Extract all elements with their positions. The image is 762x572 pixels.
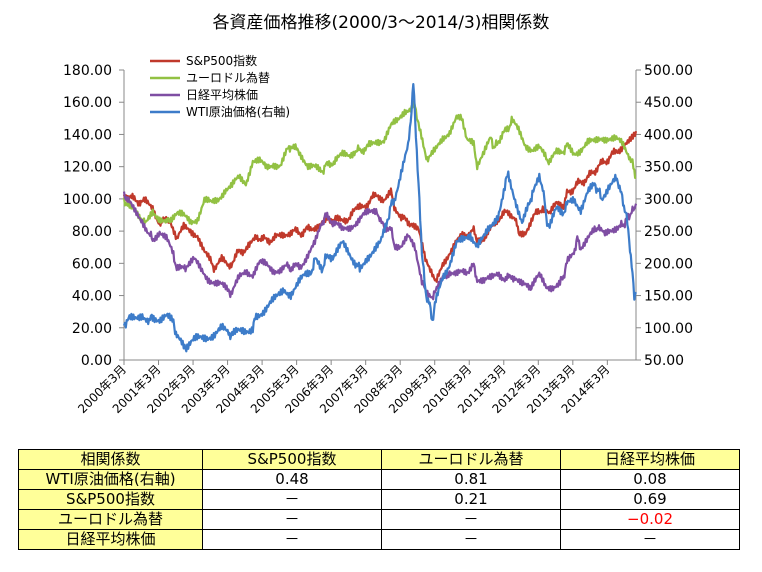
row-label: S&P500指数: [18, 489, 203, 510]
table-cell-negative: −0.02: [560, 509, 740, 530]
y-tick-label-left: 180.00: [63, 63, 112, 79]
table-cell: 0.81: [381, 469, 561, 490]
table-cell: －: [560, 529, 740, 550]
legend-label: ユーロドル為替: [186, 71, 270, 85]
table-cell: 0.48: [202, 469, 382, 490]
series-line: [122, 82, 637, 353]
series-layer: [122, 82, 638, 353]
y-tick-label-right: 500.00: [644, 63, 693, 79]
y-tick-label-left: 20.00: [72, 321, 112, 337]
row-label: WTI原油価格(右軸): [18, 469, 203, 490]
y-tick-label-right: 200.00: [644, 256, 693, 272]
y-tick-label-right: 250.00: [644, 224, 693, 240]
y-tick-label-right: 100.00: [644, 321, 693, 337]
table-cell: －: [202, 509, 382, 530]
series-line: [122, 130, 638, 283]
y-tick-label-right: 300.00: [644, 192, 693, 208]
y-tick-label-left: 0.00: [81, 353, 112, 369]
table-cell: －: [381, 509, 561, 530]
series-line: [122, 100, 637, 226]
table-header-cell: ユーロドル為替: [381, 449, 561, 470]
y-tick-label-right: 50.00: [644, 353, 684, 369]
y-tick-label-left: 80.00: [72, 224, 112, 240]
series-line: [122, 191, 638, 301]
table-cell: 0.08: [560, 469, 740, 490]
y-tick-label-left: 160.00: [63, 95, 112, 111]
table-row: 日経平均株価 － － －: [18, 529, 740, 550]
table-header-cell: 日経平均株価: [560, 449, 740, 470]
table-row: ユーロドル為替 － － −0.02: [18, 509, 740, 530]
correlation-table: 相関係数 S&P500指数 ユーロドル為替 日経平均株価 WTI原油価格(右軸)…: [18, 449, 740, 550]
y-tick-label-right: 350.00: [644, 160, 693, 176]
line-chart: 各資産価格推移(2000/3～2014/3)相関係数 0.00 20.00 40.0…: [63, 13, 693, 416]
legend-label: WTI原油価格(右軸): [186, 104, 290, 119]
row-label: ユーロドル為替: [18, 509, 203, 530]
row-label: 日経平均株価: [18, 529, 203, 550]
y-tick-label-left: 40.00: [72, 289, 112, 305]
table-header-cell: S&P500指数: [202, 449, 382, 470]
legend-label: S&P500指数: [186, 53, 257, 68]
table-cell: －: [202, 529, 382, 550]
table-cell: －: [381, 529, 561, 550]
y-tick-label-left: 120.00: [63, 160, 112, 176]
table-header-cell: 相関係数: [18, 449, 203, 470]
table-row: S&P500指数 － 0.21 0.69: [18, 489, 740, 510]
y-tick-label-left: 100.00: [63, 192, 112, 208]
table-cell: 0.21: [381, 489, 561, 510]
table-cell: 0.69: [560, 489, 740, 510]
chart-title: 各資産価格推移(2000/3～2014/3)相関係数: [213, 13, 550, 33]
legend-label: 日経平均株価: [186, 87, 258, 102]
table-row: WTI原油価格(右軸) 0.48 0.81 0.08: [18, 469, 740, 490]
table-cell: －: [202, 489, 382, 510]
y-tick-label-right: 150.00: [644, 289, 693, 305]
y-tick-label-right: 400.00: [644, 127, 693, 143]
y-tick-label-right: 450.00: [644, 95, 693, 111]
y-tick-label-left: 60.00: [72, 256, 112, 272]
table-header-row: 相関係数 S&P500指数 ユーロドル為替 日経平均株価: [18, 449, 740, 470]
y-tick-label-left: 140.00: [63, 127, 112, 143]
